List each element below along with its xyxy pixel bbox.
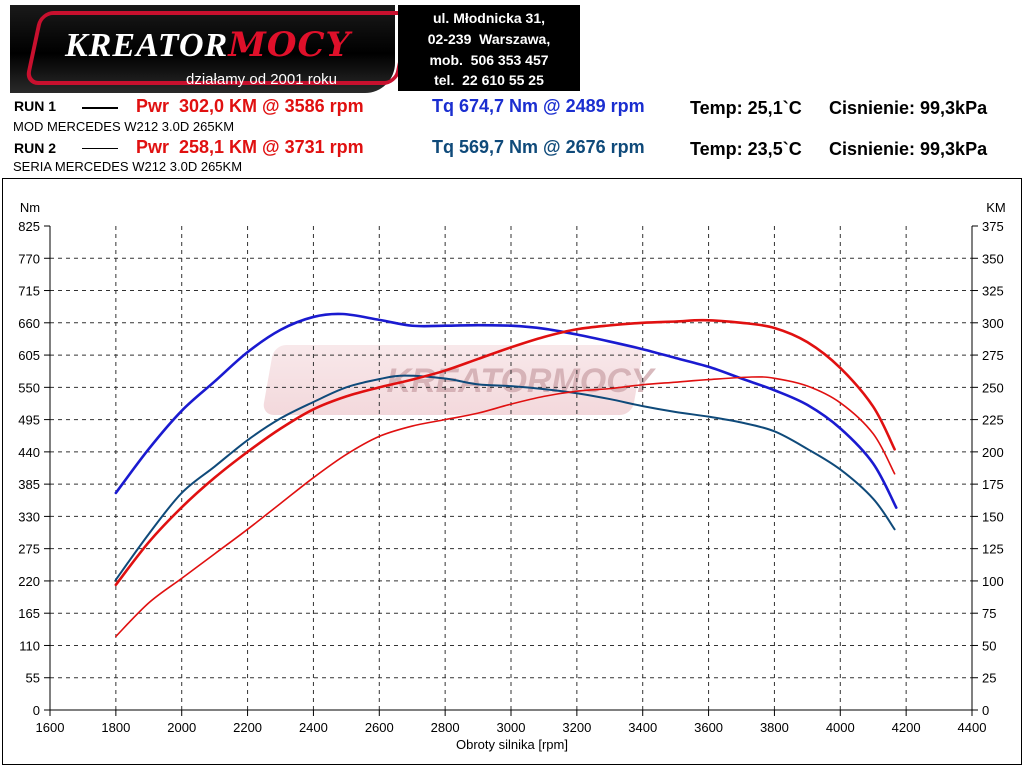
chart-frame (2, 178, 1022, 765)
run2-car: SERIA MERCEDES W212 3.0D 265KM (13, 159, 243, 174)
y-right-tick-label: 325 (982, 284, 1004, 299)
y-left-tick-label: 605 (18, 348, 40, 363)
x-tick-label: 2800 (431, 720, 460, 735)
y-right-tick-label: 250 (982, 380, 1004, 395)
run2-power: Pwr 258,1 KM @ 3731 rpm (136, 137, 364, 157)
y-left-tick-label: 440 (18, 445, 40, 460)
series-line-tq-run-1 (114, 312, 898, 509)
address-line: mob. 506 353 457 (429, 52, 549, 68)
y-left-tick-label: 715 (18, 284, 40, 299)
y-right-unit: KM (986, 200, 1006, 215)
x-axis-label: Obroty silnika [rpm] (456, 737, 568, 752)
y-left-tick-label: 660 (18, 316, 40, 331)
run1-pressure: Cisnienie: 99,3kPa (829, 98, 988, 118)
x-tick-label: 2200 (233, 720, 262, 735)
address-box: ul. Młodnicka 31, 02-239 Warszawa, mob. … (398, 5, 580, 91)
y-left-tick-label: 825 (18, 219, 40, 234)
run2-legend-line (82, 148, 118, 149)
y-right-tick-label: 375 (982, 219, 1004, 234)
run1-car: MOD MERCEDES W212 3.0D 265KM (13, 119, 235, 134)
x-tick-label: 4200 (892, 720, 921, 735)
y-right-tick-label: 300 (982, 316, 1004, 331)
watermark-text: KREATORMOCY (387, 362, 657, 400)
x-tick-label: 4400 (958, 720, 987, 735)
series-line-pwr-run-2 (115, 376, 896, 638)
y-right-tick-label: 75 (982, 606, 996, 621)
address-line: 02-239 Warszawa, (427, 31, 551, 47)
y-left-tick-label: 0 (33, 703, 40, 718)
address-line: tel. 22 610 55 25 (434, 72, 544, 88)
x-tick-label: 2000 (167, 720, 196, 735)
x-tick-label: 3800 (760, 720, 789, 735)
y-left-tick-label: 550 (18, 380, 40, 395)
x-tick-label: 1600 (36, 720, 65, 735)
x-tick-label: 2400 (299, 720, 328, 735)
x-tick-label: 4000 (826, 720, 855, 735)
series-line-pwr-run-1 (114, 318, 896, 587)
y-left-tick-label: 55 (26, 671, 40, 686)
y-left-tick-label: 495 (18, 413, 40, 428)
run1-torque: Tq 674,7 Nm @ 2489 rpm (432, 96, 645, 116)
y-right-tick-label: 200 (982, 445, 1004, 460)
x-tick-label: 3000 (497, 720, 526, 735)
y-right-tick-label: 100 (982, 574, 1004, 589)
run1-legend-line (82, 107, 118, 109)
y-left-tick-label: 220 (18, 574, 40, 589)
logo-accent: MOCY (228, 25, 351, 65)
x-tick-label: 3200 (562, 720, 591, 735)
y-right-tick-label: 225 (982, 413, 1004, 428)
logo-main: KREATOR (65, 27, 229, 64)
run1-label: RUN 1 (14, 98, 57, 114)
y-right-tick-label: 50 (982, 638, 996, 653)
x-tick-label: 3400 (628, 720, 657, 735)
y-left-tick-label: 275 (18, 542, 40, 557)
run2-pressure: Cisnienie: 99,3kPa (829, 139, 988, 159)
run2-torque: Tq 569,7 Nm @ 2676 rpm (432, 137, 645, 157)
x-tick-label: 2600 (365, 720, 394, 735)
series-line-tq-run-2 (114, 374, 896, 581)
run2-label: RUN 2 (14, 140, 57, 156)
y-left-tick-label: 165 (18, 606, 40, 621)
x-tick-label: 3600 (694, 720, 723, 735)
y-right-tick-label: 0 (982, 703, 989, 718)
y-left-tick-label: 770 (18, 251, 40, 266)
y-right-tick-label: 125 (982, 542, 1004, 557)
run2-temp: Temp: 23,5`C (690, 139, 802, 159)
logo-tagline: działamy od 2001 roku (186, 71, 337, 88)
y-left-tick-label: 110 (19, 638, 40, 653)
logo-text: KREATORMOCY (65, 25, 351, 65)
y-right-tick-label: 350 (982, 251, 1004, 266)
address-line: ul. Młodnicka 31, (432, 10, 546, 26)
run1-temp: Temp: 25,1`C (690, 98, 802, 118)
y-right-tick-label: 25 (982, 671, 996, 686)
y-right-tick-label: 175 (982, 477, 1004, 492)
x-tick-label: 1800 (101, 720, 130, 735)
y-right-tick-label: 275 (982, 348, 1004, 363)
y-right-tick-label: 150 (982, 509, 1004, 524)
y-left-unit: Nm (20, 200, 40, 215)
logo: KREATORMOCY działamy od 2001 roku (10, 5, 413, 93)
y-left-tick-label: 385 (18, 477, 40, 492)
y-left-tick-label: 330 (18, 509, 40, 524)
run1-power: Pwr 302,0 KM @ 3586 rpm (136, 96, 364, 116)
